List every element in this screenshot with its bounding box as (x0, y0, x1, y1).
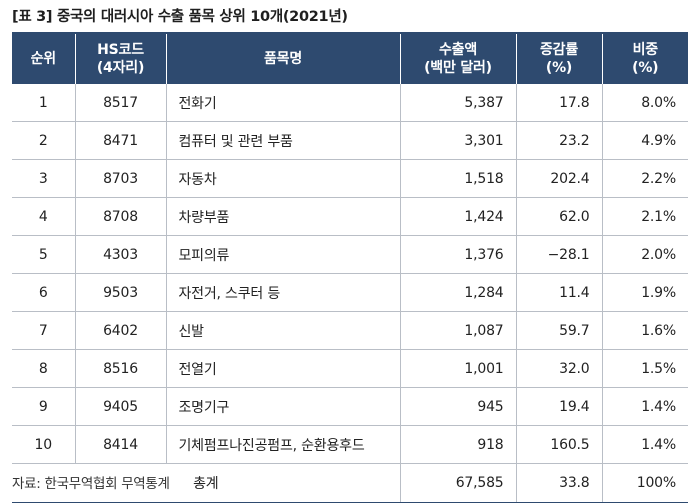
cell-item-name: 자동차 (165, 159, 400, 198)
cell-export-value: 1,087 (399, 311, 516, 350)
cell-hs-code: 8708 (74, 197, 166, 236)
cell-rank: 3 (12, 159, 75, 198)
cell-rank: 9 (12, 387, 75, 426)
cell-growth-rate: 59.7 (515, 311, 602, 350)
cell-item-name: 전열기 (165, 349, 400, 388)
header-rank: 순위 (12, 34, 75, 84)
cell-share: 1.9% (601, 273, 688, 312)
cell-item-name: 차량부품 (165, 197, 400, 236)
total-label: 총계 (12, 463, 400, 503)
cell-share: 2.2% (601, 159, 688, 198)
header-export-value: 수출액 (백만 달러) (399, 34, 516, 84)
cell-hs-code: 8471 (74, 121, 166, 160)
cell-hs-code: 8703 (74, 159, 166, 198)
cell-export-value: 5,387 (399, 84, 516, 122)
cell-item-name: 자전거, 스쿠터 등 (165, 273, 400, 312)
cell-growth-rate: 17.8 (515, 84, 602, 122)
cell-rank: 2 (12, 121, 75, 160)
cell-export-value: 1,001 (399, 349, 516, 388)
cell-growth-rate: 19.4 (515, 387, 602, 426)
total-growth-rate: 33.8 (515, 463, 602, 503)
cell-export-value: 1,518 (399, 159, 516, 198)
cell-item-name: 모피의류 (165, 235, 400, 274)
cell-rank: 6 (12, 273, 75, 312)
cell-share: 1.6% (601, 311, 688, 350)
cell-hs-code: 4303 (74, 235, 166, 274)
cell-growth-rate: −28.1 (515, 235, 602, 274)
cell-rank: 5 (12, 235, 75, 274)
cell-item-name: 컴퓨터 및 관련 부품 (165, 121, 400, 160)
cell-export-value: 1,424 (399, 197, 516, 236)
header-row: 순위 HS코드 (4자리) 품목명 수출액 (백만 달러) 증감률 (%) 비중 (%) (12, 34, 688, 84)
cell-hs-code: 9405 (74, 387, 166, 426)
cell-share: 8.0% (601, 84, 688, 122)
header-share: 비중 (%) (601, 34, 688, 84)
cell-share: 1.5% (601, 349, 688, 388)
cell-share: 1.4% (601, 425, 688, 464)
cell-item-name: 전화기 (165, 84, 400, 122)
table-row: 1 8517 전화기 5,387 17.8 8.0% (12, 84, 688, 122)
cell-rank: 4 (12, 197, 75, 236)
cell-growth-rate: 23.2 (515, 121, 602, 160)
cell-export-value: 1,284 (399, 273, 516, 312)
source-note: 자료: 한국무역협회 무역통계 (12, 476, 170, 492)
cell-growth-rate: 202.4 (515, 159, 602, 198)
top-rule (12, 32, 688, 34)
export-table: 순위 HS코드 (4자리) 품목명 수출액 (백만 달러) 증감률 (%) 비중 (%)… (12, 34, 688, 503)
cell-growth-rate: 62.0 (515, 197, 602, 236)
cell-growth-rate: 11.4 (515, 273, 602, 312)
cell-share: 2.1% (601, 197, 688, 236)
cell-share: 4.9% (601, 121, 688, 160)
cell-growth-rate: 32.0 (515, 349, 602, 388)
cell-item-name: 조명기구 (165, 387, 400, 426)
table-row: 8 8516 전열기 1,001 32.0 1.5% (12, 349, 688, 388)
cell-hs-code: 8414 (74, 425, 166, 464)
cell-rank: 1 (12, 84, 75, 122)
header-growth-rate: 증감률 (%) (515, 34, 602, 84)
cell-hs-code: 8517 (74, 84, 166, 122)
table-title: [표 3] 중국의 대러시아 수출 품목 상위 10개(2021년) (12, 9, 348, 25)
cell-hs-code: 8516 (74, 349, 166, 388)
cell-growth-rate: 160.5 (515, 425, 602, 464)
cell-rank: 10 (12, 425, 75, 464)
cell-rank: 8 (12, 349, 75, 388)
table-row: 3 8703 자동차 1,518 202.4 2.2% (12, 159, 688, 198)
table-row: 2 8471 컴퓨터 및 관련 부품 3,301 23.2 4.9% (12, 121, 688, 160)
cell-export-value: 945 (399, 387, 516, 426)
cell-hs-code: 9503 (74, 273, 166, 312)
total-share: 100% (601, 463, 688, 503)
table-row: 9 9405 조명기구 945 19.4 1.4% (12, 387, 688, 426)
table-row: 7 6402 신발 1,087 59.7 1.6% (12, 311, 688, 350)
cell-export-value: 918 (399, 425, 516, 464)
cell-share: 2.0% (601, 235, 688, 274)
header-item-name: 품목명 (165, 34, 400, 84)
cell-rank: 7 (12, 311, 75, 350)
cell-share: 1.4% (601, 387, 688, 426)
total-export-value: 67,585 (399, 463, 516, 503)
cell-export-value: 3,301 (399, 121, 516, 160)
header-hs-code: HS코드 (4자리) (74, 34, 166, 84)
table-row: 6 9503 자전거, 스쿠터 등 1,284 11.4 1.9% (12, 273, 688, 312)
cell-export-value: 1,376 (399, 235, 516, 274)
total-row: 총계 67,585 33.8 100% (12, 463, 688, 503)
cell-hs-code: 6402 (74, 311, 166, 350)
table-row: 5 4303 모피의류 1,376 −28.1 2.0% (12, 235, 688, 274)
cell-item-name: 신발 (165, 311, 400, 350)
table-row: 4 8708 차량부품 1,424 62.0 2.1% (12, 197, 688, 236)
cell-item-name: 기체펌프나진공펌프, 순환용후드 (165, 425, 400, 464)
table-row: 10 8414 기체펌프나진공펌프, 순환용후드 918 160.5 1.4% (12, 425, 688, 464)
